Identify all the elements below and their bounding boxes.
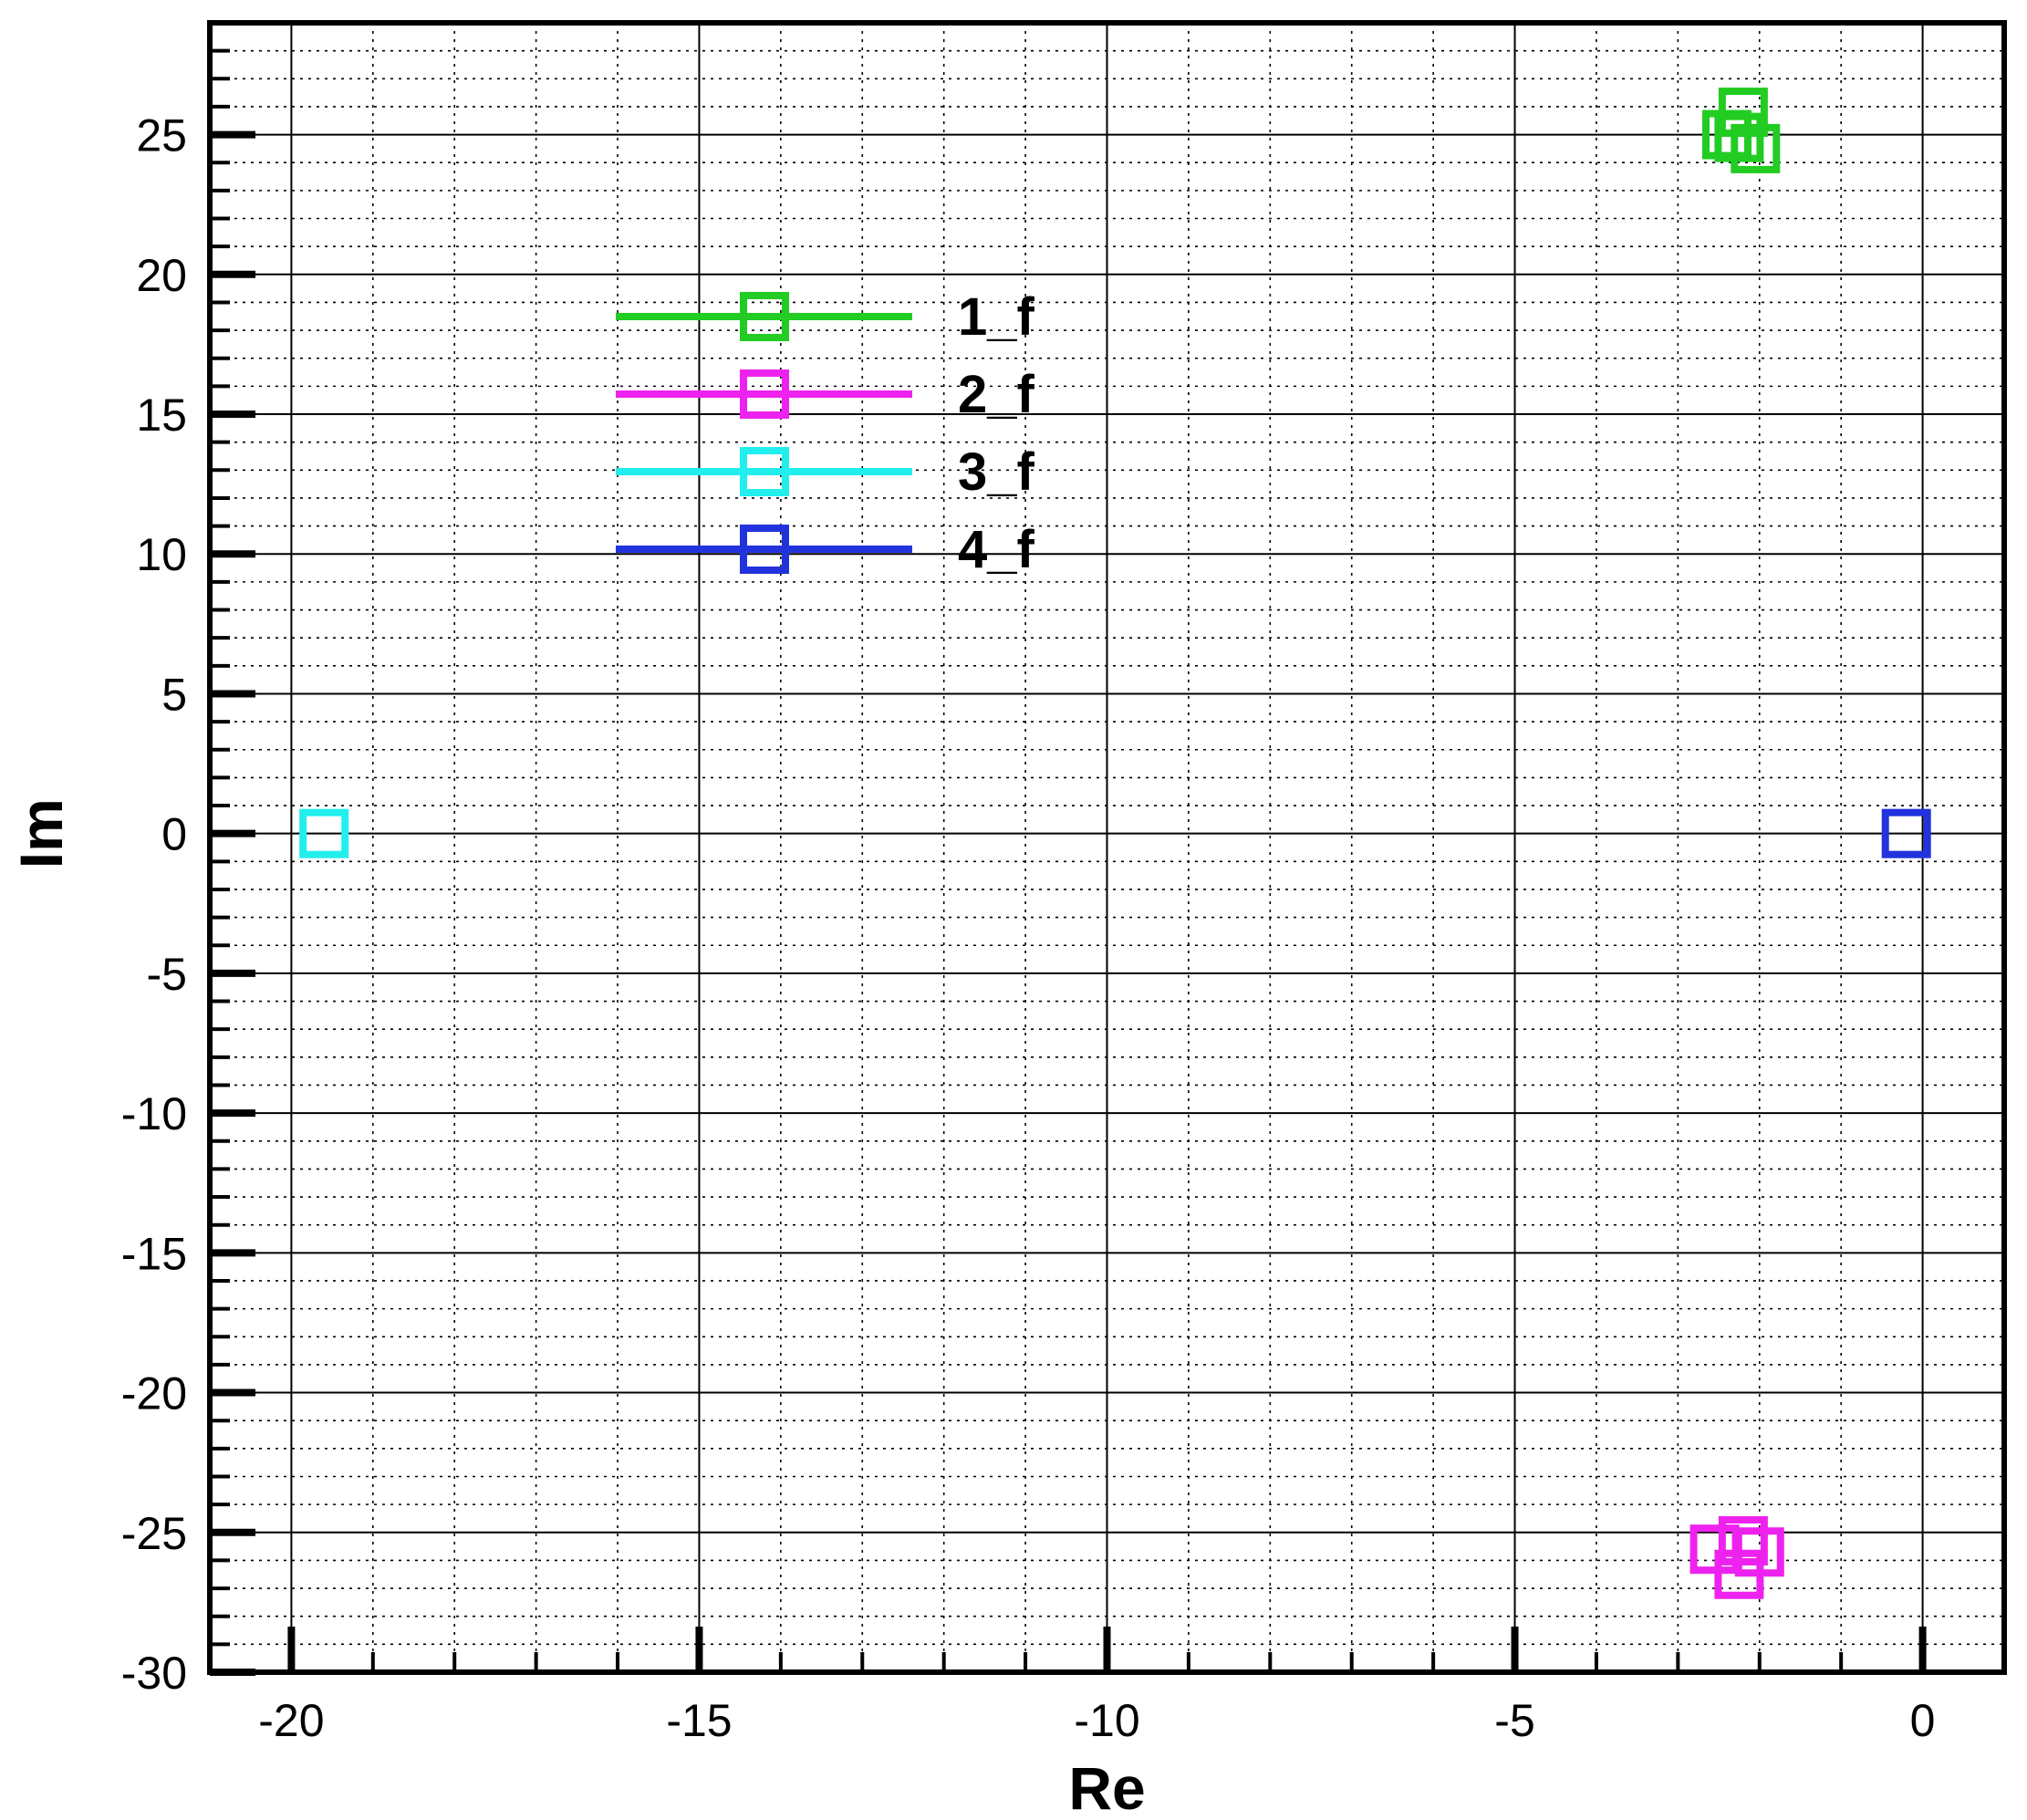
- legend-label: 4_f: [958, 520, 1035, 579]
- y-axis-title: Im: [7, 798, 75, 868]
- data-point: [1731, 123, 1781, 173]
- data-point: [1734, 1527, 1784, 1577]
- x-tick-label: -20: [258, 1695, 324, 1746]
- x-tick-label: -5: [1494, 1695, 1534, 1746]
- legend-marker: [740, 292, 789, 341]
- data-point: [1714, 112, 1764, 162]
- y-tick-label: 0: [161, 809, 187, 860]
- legend-label: 3_f: [958, 442, 1035, 502]
- y-tick-label: -25: [121, 1508, 187, 1559]
- y-tick-label: -15: [121, 1228, 187, 1279]
- axes: -20 -15 -10 -5 0 -30 -25 -20 -15 -10 -5 0 5 10 15 20 25: [121, 20, 2007, 1746]
- legend-label: 2_f: [958, 365, 1035, 424]
- y-tick-label: -10: [121, 1088, 187, 1139]
- grid: [209, 22, 2005, 1673]
- y-tick-label: 25: [136, 110, 187, 161]
- x-tick-label: -10: [1074, 1695, 1139, 1746]
- legend: 1_f 2_f 3_f 4_f: [616, 287, 1035, 579]
- legend-label: 1_f: [958, 287, 1035, 347]
- y-tick-label: -30: [121, 1648, 187, 1699]
- y-tick-label: 10: [136, 529, 187, 580]
- data-point: [1718, 88, 1768, 138]
- data-point: [299, 808, 349, 858]
- y-tick-label: 20: [136, 250, 187, 301]
- y-tick-label: 5: [161, 669, 187, 720]
- data-point: [1881, 808, 1931, 858]
- x-tick-label: 0: [1910, 1695, 1936, 1746]
- x-axis-title: Re: [1068, 1754, 1145, 1820]
- y-tick-label: -20: [121, 1368, 187, 1420]
- legend-marker: [740, 525, 789, 574]
- legend-marker: [740, 447, 789, 496]
- x-tick-label: -15: [666, 1695, 732, 1746]
- legend-marker: [740, 369, 789, 419]
- data-point: [1718, 1515, 1768, 1565]
- y-tick-label: 15: [136, 390, 187, 441]
- y-tick-label: -5: [147, 949, 187, 1000]
- data-points: [299, 88, 1931, 1599]
